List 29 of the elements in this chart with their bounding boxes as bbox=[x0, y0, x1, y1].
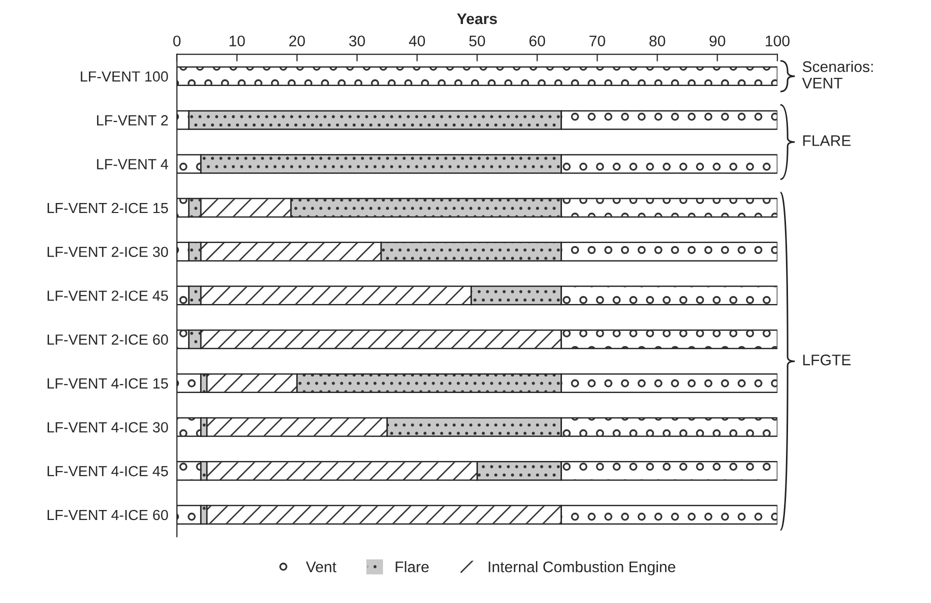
y-tick-label: LF-VENT 2-ICE 60 bbox=[48, 334, 168, 345]
y-tick-label: LF-VENT 4-ICE 60 bbox=[48, 510, 168, 520]
x-tick-label: 20 bbox=[289, 36, 305, 46]
y-tick-label: LF-VENT 2-ICE 15 bbox=[48, 202, 168, 214]
x-tick-label: 50 bbox=[469, 36, 486, 46]
y-tick-label: LF-VENT 2 bbox=[97, 115, 168, 126]
x-tick-label: 30 bbox=[349, 36, 365, 46]
x-axis-title: Years bbox=[457, 14, 497, 24]
y-tick-label: LF-VENT 4-ICE 45 bbox=[48, 466, 168, 476]
text: LFGTE bbox=[803, 354, 851, 366]
x-tick-label: 10 bbox=[230, 36, 245, 46]
y-tick-label: LF-VENT 100 bbox=[80, 71, 168, 82]
legend-label: Flare bbox=[396, 561, 429, 572]
x-tick-label: 80 bbox=[649, 36, 666, 46]
text: FLARE bbox=[803, 135, 851, 146]
x-tick-label: 90 bbox=[710, 36, 726, 46]
text: Scenarios: VENT bbox=[802, 60, 873, 88]
x-tick-label: 70 bbox=[590, 36, 606, 46]
y-tick-label: LF-VENT 4 bbox=[97, 159, 168, 170]
x-tick-label: 0 bbox=[173, 36, 181, 46]
x-tick-label: 40 bbox=[408, 36, 425, 46]
legend-label: Internal Combustion Engine bbox=[488, 561, 676, 576]
y-tick-label: LF-VENT 2-ICE 30 bbox=[48, 246, 168, 258]
y-tick-label: LF-VENT 4-ICE 15 bbox=[48, 378, 168, 389]
y-tick-label: LF-VENT 4-ICE 30 bbox=[48, 422, 168, 432]
x-tick-label: 100 bbox=[766, 36, 790, 46]
y-tick-label: LF-VENT 2-ICE 45 bbox=[48, 290, 168, 301]
x-tick-label: 60 bbox=[529, 36, 546, 46]
legend-label: Vent bbox=[306, 562, 336, 572]
